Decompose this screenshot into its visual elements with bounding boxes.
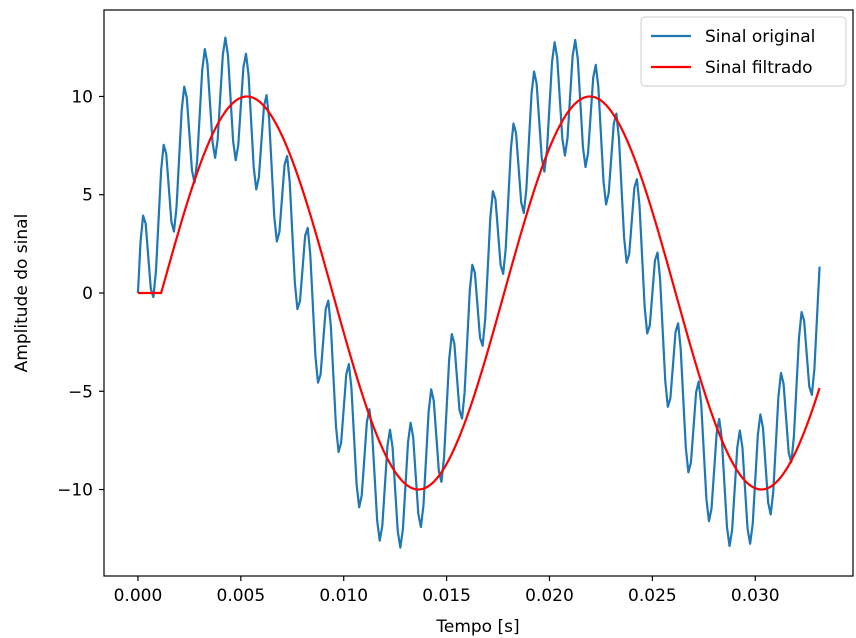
x-tick-label: 0.025	[628, 586, 677, 606]
x-tick-label: 0.010	[319, 586, 368, 606]
x-tick-label: 0.000	[114, 586, 163, 606]
x-tick-label: 0.020	[525, 586, 574, 606]
x-axis-label: Tempo [s]	[435, 617, 519, 637]
x-tick-label: 0.030	[731, 586, 780, 606]
y-tick-label: −5	[68, 382, 93, 402]
plot-area	[136, 36, 821, 549]
y-tick-label: −10	[57, 481, 93, 501]
legend: Sinal original Sinal filtrado	[640, 16, 847, 87]
x-tick-label: 0.015	[422, 586, 471, 606]
legend-label-sinal-filtrado: Sinal filtrado	[705, 58, 813, 78]
y-tick-label: 5	[82, 186, 93, 206]
y-axis-ticks: −10 −5 0 5 10	[57, 87, 104, 501]
y-tick-label: 10	[71, 87, 93, 107]
series-line-sinal-original	[136, 36, 821, 549]
x-axis-ticks: 0.000 0.005 0.010 0.015 0.020 0.025 0.030	[114, 576, 780, 606]
series-line-sinal-filtrado	[137, 95, 821, 491]
x-tick-label: 0.005	[217, 586, 266, 606]
legend-label-sinal-original: Sinal original	[705, 27, 815, 47]
legend-box	[640, 16, 847, 87]
y-tick-label: 0	[82, 284, 93, 304]
y-axis-label: Amplitude do sinal	[12, 214, 32, 373]
